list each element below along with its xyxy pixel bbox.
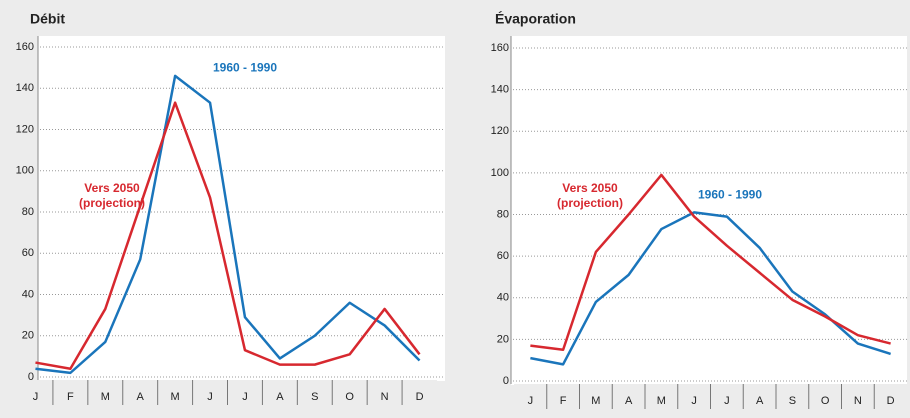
series-label: 1960 - 1990 <box>212 60 278 75</box>
y-tick-label: 100 <box>491 167 509 179</box>
y-tick-label: 40 <box>22 288 34 300</box>
x-tick-label: N <box>381 391 389 403</box>
x-tick-label: A <box>756 395 764 407</box>
y-tick-label: 20 <box>497 333 509 345</box>
x-tick-label: M <box>171 391 180 403</box>
x-tick-label: S <box>311 391 318 403</box>
x-tick-label: O <box>821 395 830 407</box>
series-line <box>530 173 891 352</box>
y-tick-label: 80 <box>22 206 34 218</box>
x-tick-label: J <box>528 395 534 407</box>
y-tick-label: 80 <box>497 208 509 220</box>
x-tick-label: F <box>560 395 567 407</box>
plot-area <box>38 36 445 381</box>
x-tick-label: A <box>625 395 633 407</box>
x-tick-label: J <box>724 395 730 407</box>
y-tick-label: 100 <box>16 165 34 177</box>
y-tick-label: 0 <box>28 371 34 383</box>
x-tick-label: M <box>591 395 600 407</box>
series-label: 1960 - 1990 <box>697 187 763 202</box>
series-label: Vers 2050 (projection) <box>557 181 623 210</box>
y-tick-label: 40 <box>497 292 509 304</box>
x-tick-label: M <box>101 391 110 403</box>
x-tick-label: J <box>33 391 39 403</box>
x-tick-label: A <box>276 391 284 403</box>
y-tick-label: 160 <box>16 41 34 53</box>
chart-title: Évaporation <box>495 11 576 27</box>
y-tick-label: 140 <box>491 84 509 96</box>
x-tick-label: D <box>416 391 424 403</box>
y-tick-label: 120 <box>16 123 34 135</box>
series-label: Vers 2050 (projection) <box>79 181 145 210</box>
x-tick-label: A <box>137 391 145 403</box>
x-tick-label: N <box>854 395 862 407</box>
x-tick-label: J <box>207 391 213 403</box>
x-tick-label: F <box>67 391 74 403</box>
chart-title: Débit <box>30 11 65 27</box>
x-tick-label: J <box>691 395 697 407</box>
y-tick-label: 60 <box>22 247 34 259</box>
y-tick-label: 60 <box>497 250 509 262</box>
series-line <box>35 74 421 375</box>
y-tick-label: 160 <box>491 42 509 54</box>
series-line <box>35 101 421 370</box>
y-tick-label: 20 <box>22 330 34 342</box>
x-tick-label: M <box>657 395 666 407</box>
x-tick-label: S <box>789 395 796 407</box>
x-tick-label: D <box>887 395 895 407</box>
y-tick-label: 0 <box>503 375 509 387</box>
x-tick-label: O <box>345 391 354 403</box>
y-tick-label: 120 <box>491 125 509 137</box>
x-tick-label: J <box>242 391 248 403</box>
y-tick-label: 140 <box>16 82 34 94</box>
